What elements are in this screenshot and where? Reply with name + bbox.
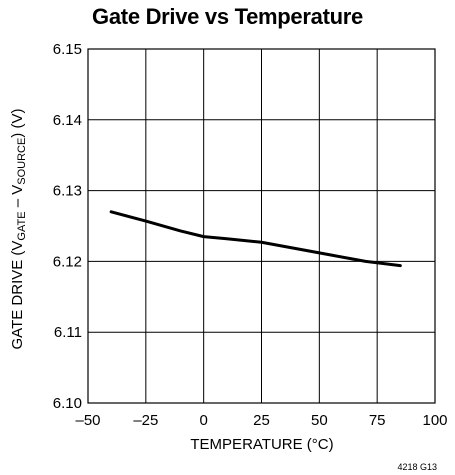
y-tick-label: 6.14: [53, 112, 82, 129]
x-tick-label: –25: [133, 412, 158, 429]
x-tick-label: 50: [311, 412, 328, 429]
y-label-sub-source: SOURCE: [16, 138, 28, 185]
grid: [87, 48, 436, 404]
x-axis-label: TEMPERATURE (°C): [190, 436, 333, 453]
x-tick-label: 25: [253, 412, 270, 429]
x-tick-label: 75: [369, 412, 386, 429]
x-tick-labels: –50 –25 0 25 50 75 100: [75, 412, 447, 429]
x-tick-label: 0: [199, 412, 207, 429]
y-tick-label: 6.12: [53, 253, 82, 270]
chart-title: Gate Drive vs Temperature: [92, 4, 363, 29]
y-tick-label: 6.15: [53, 41, 82, 58]
series-line: [109, 210, 402, 268]
y-tick-label: 6.10: [53, 395, 82, 412]
x-tick-label: 100: [422, 412, 447, 429]
y-label-sub-gate: GATE: [16, 211, 28, 240]
plot-frame: [87, 48, 436, 404]
y-label-mid: – V: [9, 185, 26, 212]
figure-code: 4218 G13: [397, 462, 437, 472]
y-tick-label: 6.11: [54, 324, 82, 341]
y-tick-labels: 6.10 6.11 6.12 6.13 6.14 6.15: [53, 41, 82, 412]
y-axis-label: GATE DRIVE (VGATE – VSOURCE) (V): [9, 109, 28, 350]
x-tick-label: –50: [75, 412, 100, 429]
y-tick-label: 6.13: [53, 183, 82, 200]
y-label-suffix: ) (V): [9, 109, 26, 138]
y-label-prefix: GATE DRIVE (V: [9, 241, 26, 350]
